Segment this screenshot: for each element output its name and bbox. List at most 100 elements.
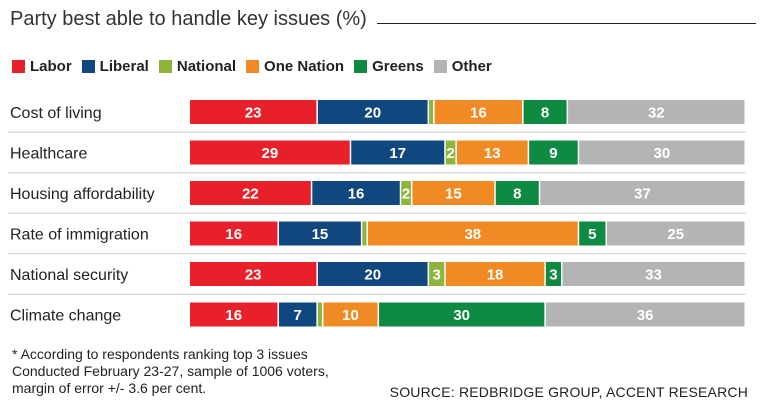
data-label: 2 [446,145,454,162]
data-label: 29 [262,145,279,162]
data-label: 15 [312,226,329,243]
data-label: 32 [648,105,665,122]
bar-segment-national [445,140,456,165]
bar-segment-one-nation [456,140,528,165]
data-label: 30 [453,307,470,324]
category-label: Climate change [10,308,121,325]
bar-segment-labor [190,140,350,165]
data-label: 9 [549,145,557,162]
bar-segment-liberal [278,302,317,327]
title-row: Party best able to handle key issues (%) [10,6,756,36]
bar-segment-labor [190,262,317,286]
data-label: 16 [470,105,487,122]
legend-swatch [81,59,95,73]
legend-label: One Nation [264,57,345,75]
bar-segment-greens [529,140,578,165]
bar-segment-greens [495,181,539,205]
data-label: 8 [541,105,549,122]
data-label: 5 [588,226,596,243]
bar-segment-greens [579,221,606,246]
legend-item-liberal: Liberal [81,57,149,75]
data-label: 16 [348,186,365,203]
bar-segment-labor [190,221,278,246]
bar-segment-labor [190,181,311,205]
legend-swatch [12,59,25,73]
data-label: 30 [654,145,671,162]
bar-segment-labor [190,100,317,124]
data-label: 23 [245,105,262,122]
bar-segment-other [607,221,745,246]
legend-swatch [158,59,172,73]
chart-title: Party best able to handle key issues (%) [10,8,377,31]
data-label: 2 [402,186,410,203]
data-label: 10 [342,307,359,324]
bar-segment-greens [545,262,562,286]
data-label: 22 [242,186,259,203]
legend-label: Other [451,57,492,75]
footnote-line: margin of error +/- 3.6 per cent. [12,380,207,396]
data-label: 16 [225,226,242,243]
bar-segment-national [317,302,322,327]
data-label: 15 [445,186,462,203]
legend-swatch [433,59,447,73]
bar-segment-national [362,221,367,246]
data-label: 33 [645,267,662,284]
bar-segment-greens [523,100,567,124]
legend-swatch [246,59,260,73]
category-label: Healthcare [10,146,87,163]
data-label: 3 [432,267,440,284]
title-rule [10,23,756,24]
data-label: 20 [364,105,381,122]
legend-label: Liberal [99,57,149,75]
bar-segment-liberal [317,262,428,286]
bar-segment-liberal [351,140,445,165]
data-label: 36 [637,307,654,324]
bar-segment-other [579,140,745,165]
data-label: 23 [245,267,262,284]
data-label: 13 [484,145,501,162]
bar-segment-labor [190,302,278,327]
bar-segment-one-nation [445,262,545,286]
data-label: 8 [513,186,521,203]
legend-item-one-nation: One Nation [246,58,344,75]
footnote-line: * According to respondents ranking top 3… [12,346,308,362]
data-label: 17 [389,145,406,162]
bar-segment-national [401,181,411,205]
bar-segment-other [562,262,745,286]
bar-segment-liberal [278,221,361,246]
data-label: 20 [364,267,381,284]
bar-segment-one-nation [434,100,523,124]
bar-segment-one-nation [412,181,495,205]
source-credit: SOURCE: REDBRIDGE GROUP, ACCENT RESEARCH [389,384,748,400]
legend-item-other: Other [433,57,492,75]
legend-label: Labor [30,57,72,75]
data-label: 7 [293,307,301,324]
legend-item-greens: Greens [354,58,424,75]
bar-segment-national [429,262,445,286]
category-label: Rate of immigration [10,227,149,244]
category-label: Cost of living [10,105,102,122]
bar-segment-one-nation [367,221,578,246]
category-label: National security [10,267,128,284]
legend-label: National [176,57,237,75]
data-label: 16 [225,307,242,324]
legend-item-labor: Labor [12,58,72,75]
data-label: 25 [667,226,684,243]
category-label: Housing affordability [10,186,155,203]
legend-label: Greens [372,57,424,75]
bar-segment-other [568,100,745,124]
bar-segment-liberal [317,100,428,124]
footnote-line: Conducted February 23-27, sample of 1006… [12,363,329,379]
bar-segment-national [429,100,434,124]
bar-segment-liberal [312,181,400,205]
legend-item-national: National [158,57,237,75]
legend-swatch [354,59,368,73]
bar-segment-other [545,302,745,327]
data-label: 38 [464,226,481,243]
data-label: 37 [634,186,651,203]
data-label: 3 [549,267,557,284]
legend: Labor Liberal National One Nation Greens Othe… [12,56,502,76]
bar-segment-greens [379,302,545,327]
bar-segment-one-nation [323,302,378,327]
